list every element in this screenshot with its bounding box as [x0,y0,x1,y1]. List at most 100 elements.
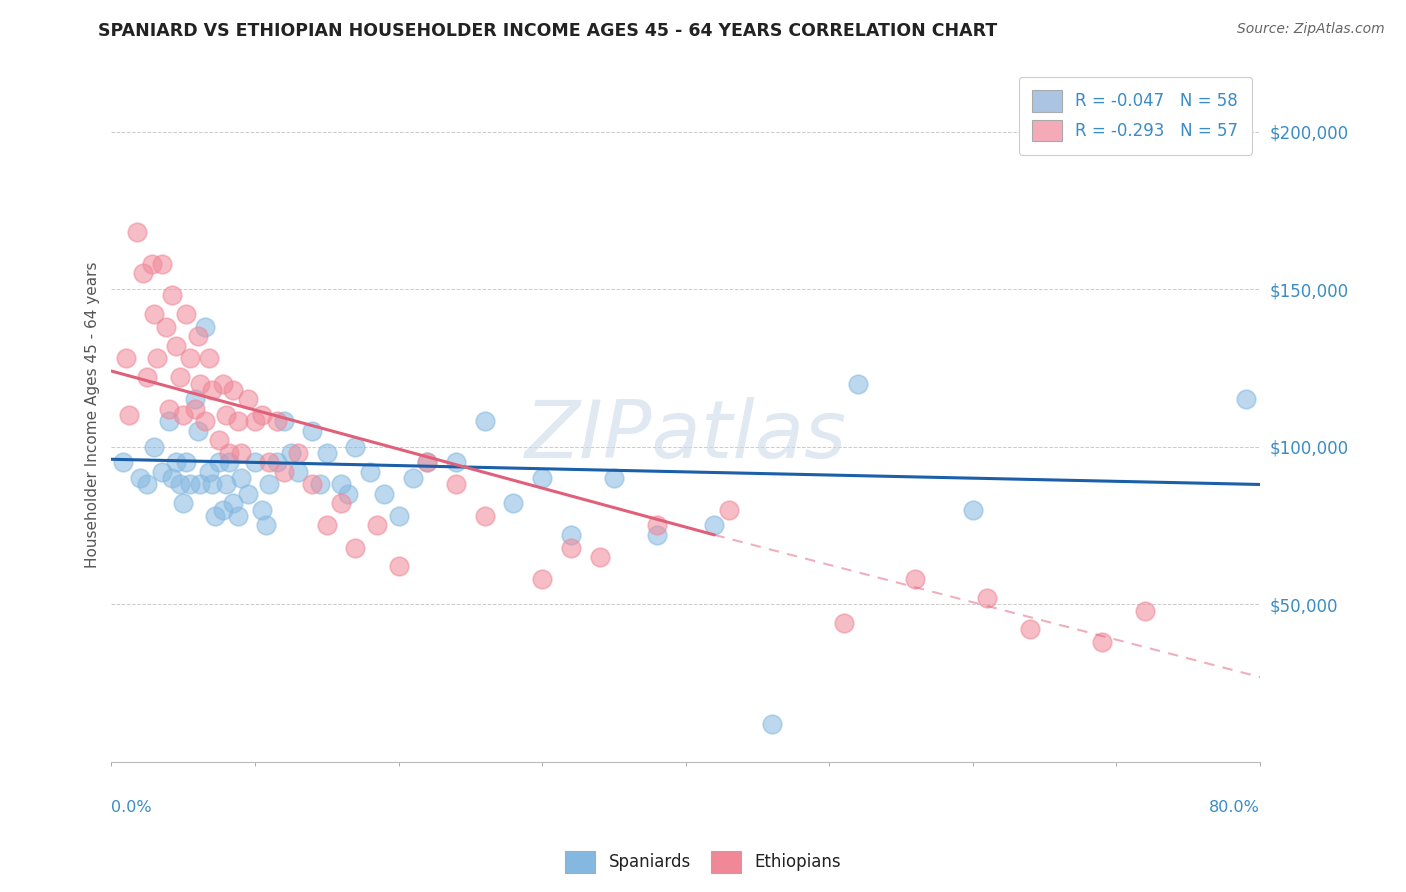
Point [256,518,278,533]
Point [266,455,288,469]
Point [226,414,249,428]
Text: ZIPatlas: ZIPatlas [524,397,846,475]
Point [160,471,183,485]
Y-axis label: Householder Income Ages 45 - 64 years: Householder Income Ages 45 - 64 years [86,262,100,568]
Point [179,477,201,491]
Point [337,487,360,501]
Point [315,446,337,460]
Point [717,502,740,516]
Legend: Spaniards, Ethiopians: Spaniards, Ethiopians [558,845,848,880]
Text: Source: ZipAtlas.com: Source: ZipAtlas.com [1237,22,1385,37]
Point [387,559,409,574]
Point [243,414,266,428]
Point [761,717,783,731]
Point [146,351,169,366]
Point [208,434,231,448]
Point [155,320,177,334]
Point [165,455,187,469]
Point [502,496,524,510]
Point [218,455,240,469]
Point [474,508,496,523]
Point [308,477,330,491]
Point [198,351,221,366]
Point [387,508,409,523]
Point [222,496,245,510]
Point [402,471,425,485]
Point [1019,623,1042,637]
Point [208,455,231,469]
Point [588,549,610,564]
Point [603,471,626,485]
Point [218,446,240,460]
Point [190,477,212,491]
Point [150,465,173,479]
Point [846,376,869,391]
Point [359,465,381,479]
Point [531,471,554,485]
Point [198,465,221,479]
Point [229,446,252,460]
Point [204,508,226,523]
Point [703,518,725,533]
Point [273,414,295,428]
Point [259,455,281,469]
Point [136,370,159,384]
Point [169,477,191,491]
Point [150,257,173,271]
Point [226,508,249,523]
Point [301,424,323,438]
Point [287,446,309,460]
Point [366,518,388,533]
Point [531,572,554,586]
Point [143,307,166,321]
Text: SPANIARD VS ETHIOPIAN HOUSEHOLDER INCOME AGES 45 - 64 YEARS CORRELATION CHART: SPANIARD VS ETHIOPIAN HOUSEHOLDER INCOME… [98,22,998,40]
Point [444,477,467,491]
Point [474,414,496,428]
Point [1091,635,1114,649]
Point [215,477,238,491]
Point [645,518,668,533]
Point [1133,603,1156,617]
Point [169,370,191,384]
Point [344,440,367,454]
Point [212,376,235,391]
Point [444,455,467,469]
Point [194,414,217,428]
Point [136,477,159,491]
Point [645,528,668,542]
Point [187,329,209,343]
Point [243,455,266,469]
Point [172,408,194,422]
Point [229,471,252,485]
Text: 80.0%: 80.0% [1209,800,1260,815]
Point [373,487,395,501]
Point [236,487,259,501]
Point [266,414,288,428]
Point [259,477,281,491]
Point [273,465,295,479]
Point [201,477,224,491]
Point [129,471,152,485]
Point [201,383,224,397]
Point [174,307,197,321]
Point [330,477,353,491]
Point [416,455,439,469]
Point [117,408,139,422]
Point [904,572,927,586]
Point [250,408,273,422]
Point [250,502,273,516]
Point [194,320,217,334]
Point [344,541,367,555]
Point [301,477,323,491]
Point [287,465,309,479]
Point [111,455,134,469]
Point [560,528,582,542]
Point [174,455,197,469]
Point [962,502,984,516]
Point [160,288,183,302]
Point [183,392,205,407]
Point [179,351,201,366]
Point [236,392,259,407]
Point [143,440,166,454]
Point [1234,392,1257,407]
